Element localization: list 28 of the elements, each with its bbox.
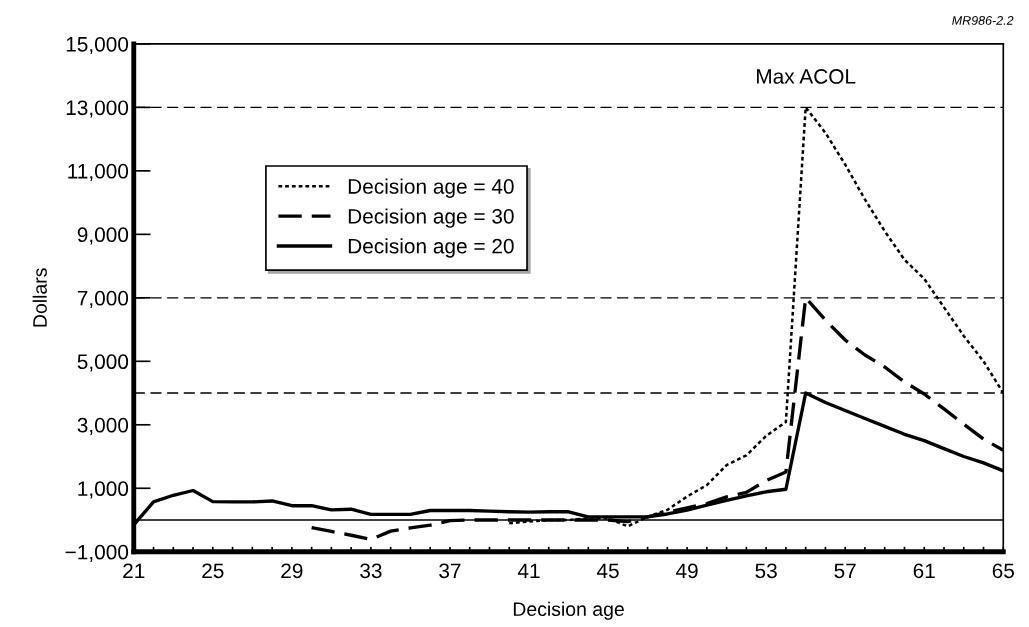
y-tick-label: 15,000 xyxy=(66,36,129,55)
x-tick-label: 33 xyxy=(360,563,382,579)
x-tick-label: 25 xyxy=(202,563,224,579)
y-tick-label: 13,000 xyxy=(66,100,129,118)
x-tick-label: 29 xyxy=(281,563,303,579)
y-tick-label: 5,000 xyxy=(77,354,129,372)
legend-label: Decision age = 20 xyxy=(348,238,514,258)
x-tick-label: 21 xyxy=(123,563,145,578)
x-tick-label: 41 xyxy=(517,563,540,578)
x-axis-title: Decision age xyxy=(513,601,624,620)
y-tick-label: 11,000 xyxy=(68,163,129,182)
legend-label: Decision age = 30 xyxy=(348,208,514,228)
text: MR986-2.2 xyxy=(952,16,1014,25)
y-axis-title: Dollars xyxy=(32,268,47,327)
x-tick-label: 61 xyxy=(913,563,935,579)
legend-label: Decision age = 40 xyxy=(348,178,514,198)
x-tick-label: 65 xyxy=(992,563,1014,579)
y-tick-label: 1,000 xyxy=(78,481,129,499)
annotation: Max ACOL xyxy=(757,69,856,84)
x-tick-label: 37 xyxy=(439,563,461,579)
y-tick-label: 7,000 xyxy=(77,290,129,309)
y-tick-label: 3,000 xyxy=(77,417,129,436)
x-tick-label: 45 xyxy=(596,563,619,579)
y-tick-label: −1,000 xyxy=(65,544,129,562)
x-tick-label: 53 xyxy=(755,563,777,579)
y-tick-label: 9,000 xyxy=(77,227,129,245)
x-tick-label: 49 xyxy=(675,563,698,579)
x-tick-label: 57 xyxy=(834,563,856,579)
